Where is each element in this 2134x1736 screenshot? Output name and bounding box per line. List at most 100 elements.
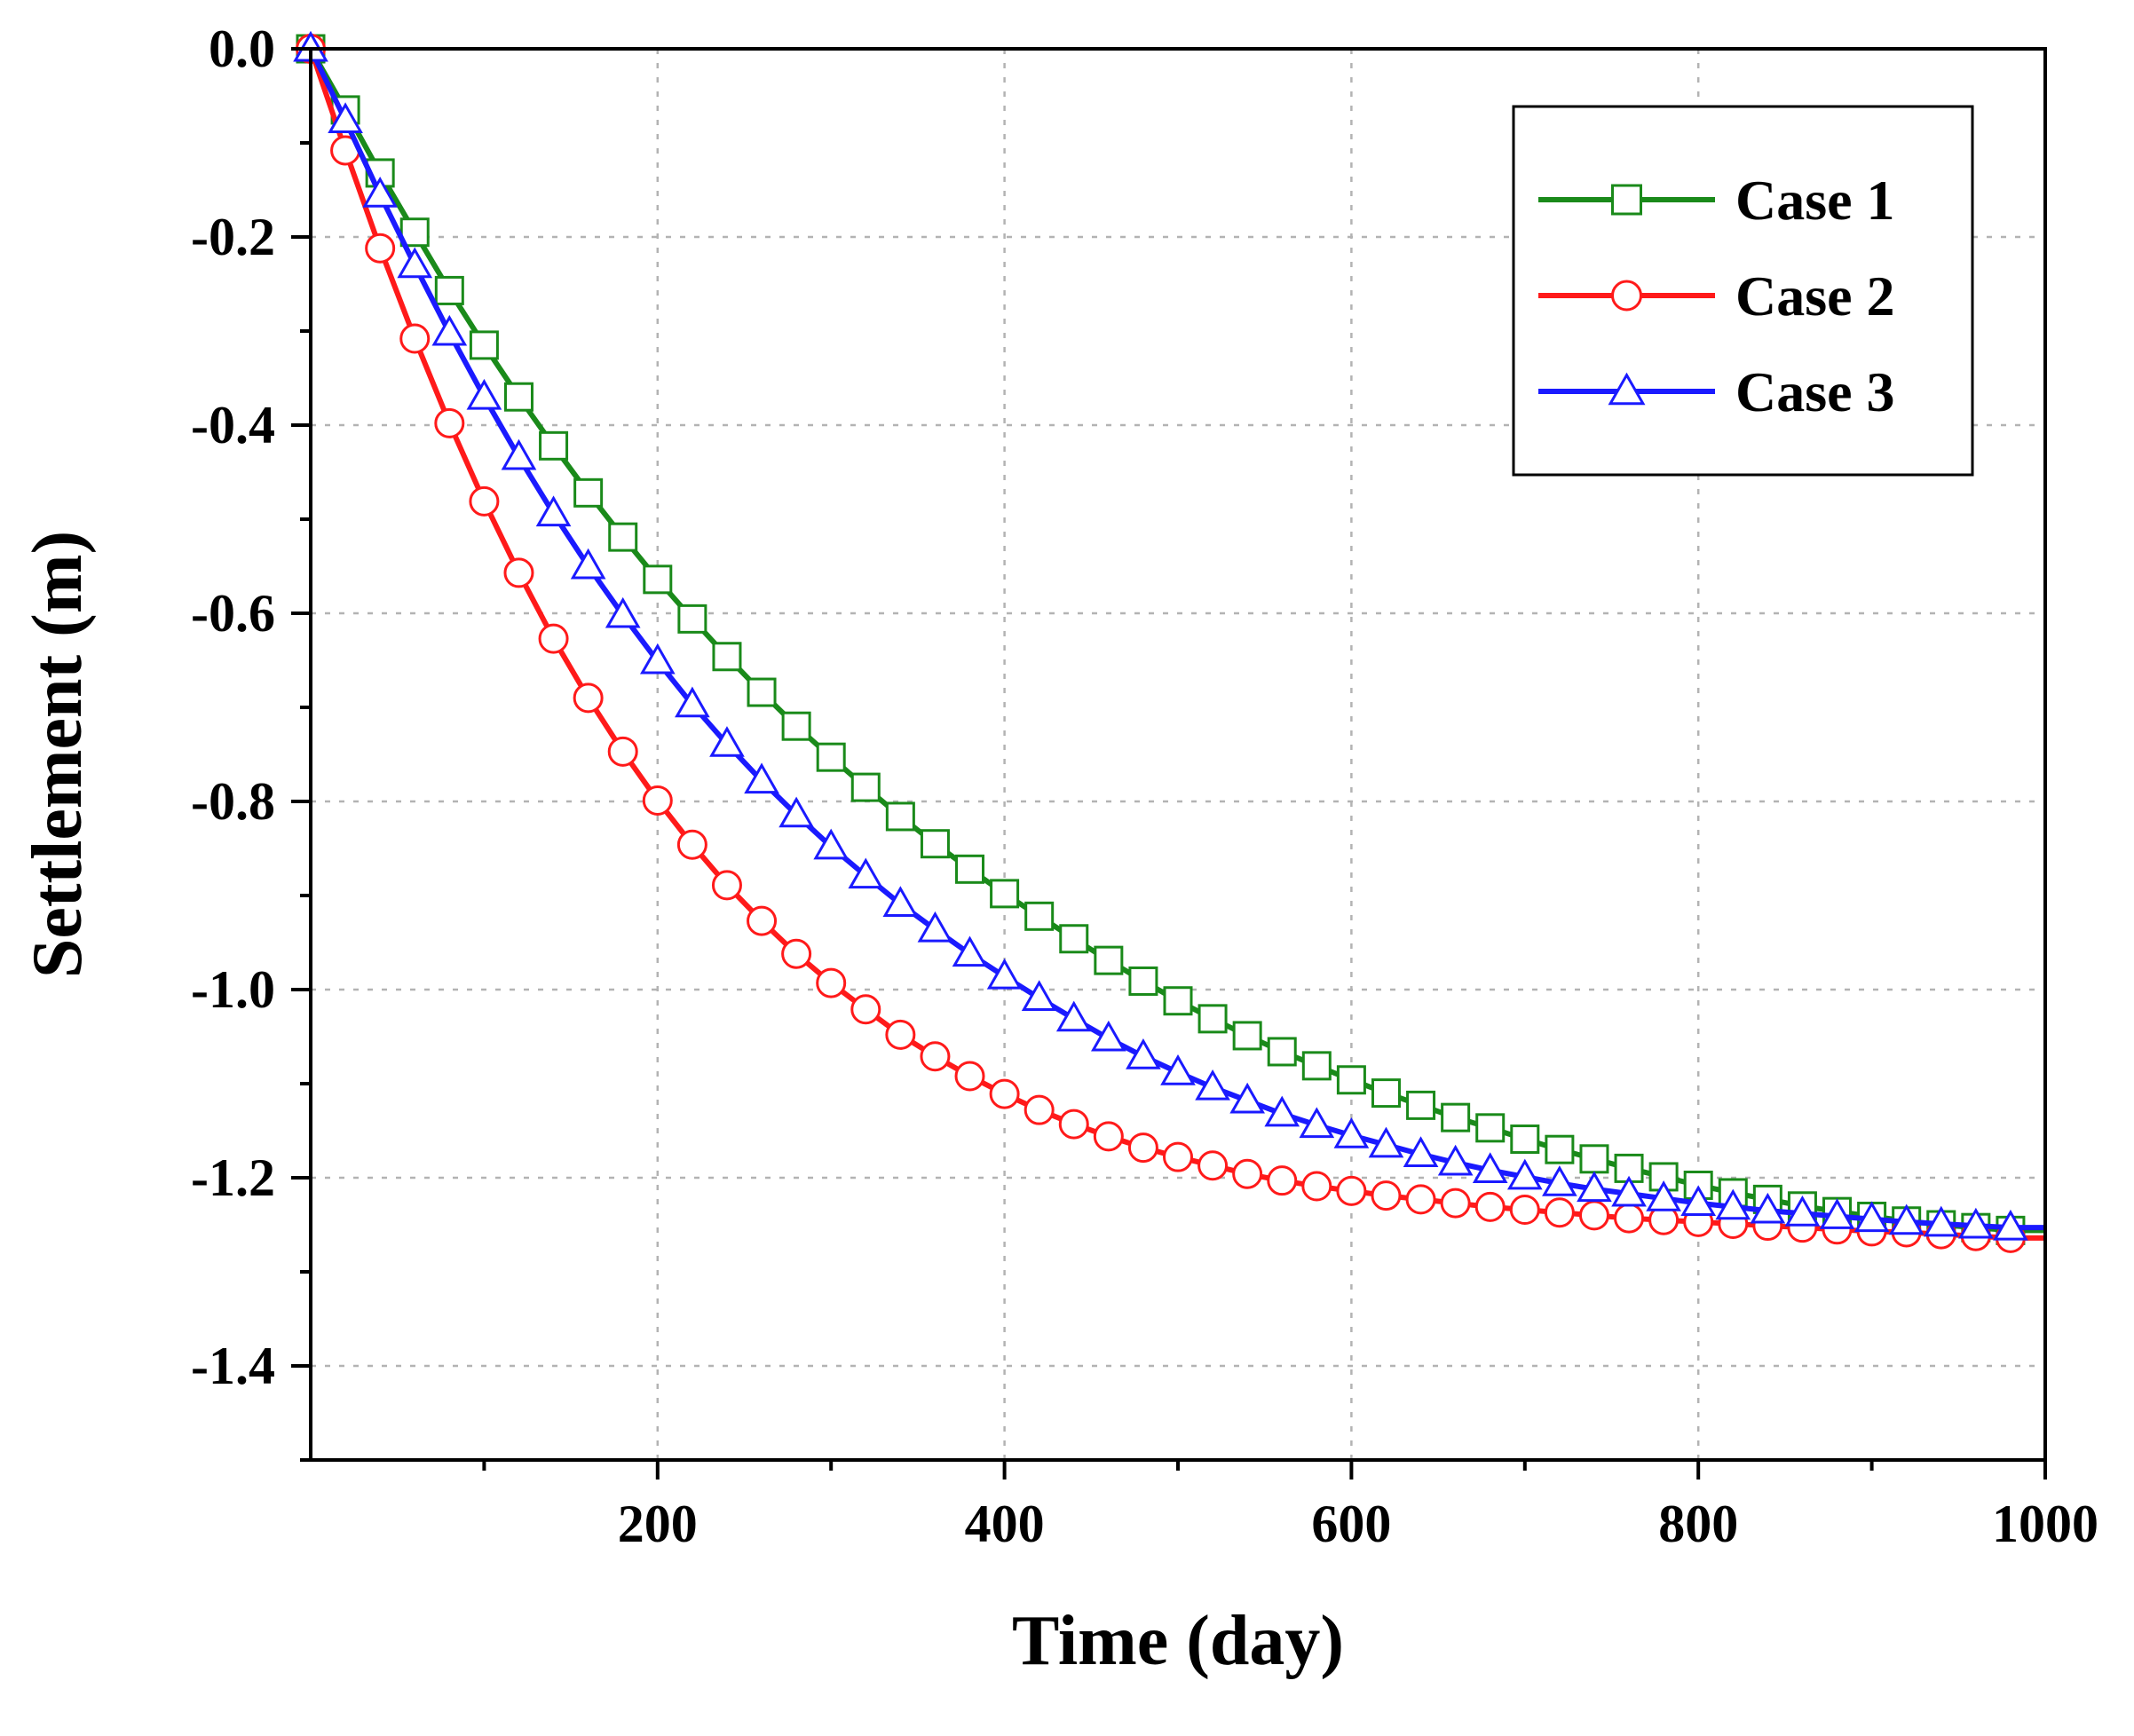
data-point-case-2 [711, 870, 742, 901]
data-point-case-1 [1267, 1037, 1297, 1067]
series-layer [293, 30, 2045, 1253]
data-point-case-2 [781, 938, 812, 969]
data-point-case-1 [1301, 1051, 1332, 1081]
data-point-case-2 [434, 407, 465, 438]
data-point-case-3 [397, 247, 433, 279]
legend-marker-case-1 [1611, 184, 1642, 216]
data-point-case-3 [362, 177, 398, 208]
data-point-case-3 [1993, 1209, 2028, 1241]
data-point-case-2 [1058, 1109, 1089, 1140]
data-point-case-2 [538, 623, 569, 654]
legend-marker-case-3 [1608, 372, 1646, 406]
data-point-case-2 [1267, 1165, 1298, 1196]
data-point-case-1 [850, 772, 881, 802]
data-point-case-2 [503, 557, 534, 588]
data-point-case-1 [1232, 1021, 1262, 1051]
data-point-case-1 [712, 642, 742, 672]
series-case-1 [296, 34, 2045, 1245]
legend-marker-case-2 [1611, 280, 1642, 312]
data-point-case-3 [917, 911, 953, 943]
data-point-case-3 [1021, 980, 1057, 1011]
data-point-case-3 [639, 643, 676, 675]
data-point-case-2 [885, 1019, 916, 1050]
series-case-3 [293, 30, 2045, 1241]
data-point-case-1 [1128, 966, 1158, 996]
data-point-case-2 [1440, 1188, 1471, 1219]
data-point-case-3 [1819, 1198, 1855, 1229]
data-point-case-1 [990, 879, 1020, 909]
data-point-case-2 [850, 994, 881, 1025]
x-tick-label: 200 [618, 1495, 698, 1553]
data-point-case-3 [813, 828, 850, 860]
data-point-case-3 [1958, 1207, 1994, 1239]
legend-label-case-2: Case 2 [1735, 264, 1895, 327]
data-point-case-3 [466, 378, 502, 410]
data-point-case-1 [573, 477, 604, 508]
data-point-case-1 [1163, 986, 1193, 1016]
data-point-case-2 [1474, 1191, 1506, 1222]
data-point-case-3 [1577, 1171, 1612, 1203]
data-point-case-1 [677, 604, 707, 634]
data-point-case-1 [1197, 1004, 1228, 1034]
data-point-case-2 [1544, 1197, 1575, 1228]
y-tick-label: -0.2 [191, 208, 275, 266]
data-point-case-2 [1509, 1195, 1540, 1226]
data-point-case-1 [539, 430, 569, 461]
data-point-case-2 [1336, 1175, 1367, 1206]
legend-label-case-1: Case 1 [1735, 169, 1895, 232]
data-point-case-1 [1024, 901, 1055, 931]
data-point-case-2 [954, 1061, 985, 1092]
data-point-case-2 [573, 683, 604, 714]
data-point-case-1 [1441, 1102, 1471, 1132]
data-point-case-3 [848, 857, 884, 889]
data-point-case-3 [1299, 1107, 1335, 1139]
data-point-case-3 [1264, 1095, 1300, 1127]
y-tick-label: -1.0 [191, 960, 275, 1019]
data-point-case-3 [1195, 1069, 1230, 1101]
data-point-case-3 [1333, 1117, 1370, 1148]
data-point-case-2 [920, 1041, 951, 1072]
data-point-case-1 [1475, 1113, 1506, 1143]
data-point-case-3 [1229, 1082, 1265, 1114]
data-point-case-2 [399, 323, 431, 354]
x-tick-label: 800 [1658, 1495, 1738, 1553]
data-point-case-3 [1437, 1144, 1474, 1176]
x-tick-label: 400 [965, 1495, 1045, 1553]
legend-label-case-3: Case 3 [1735, 360, 1895, 423]
data-point-case-3 [501, 438, 537, 470]
data-point-case-3 [328, 102, 363, 133]
data-point-case-1 [781, 711, 811, 741]
data-point-case-2 [365, 233, 396, 264]
data-point-case-1 [1059, 924, 1089, 954]
x-axis-title: Time (day) [1012, 1602, 1344, 1680]
data-point-case-1 [1371, 1078, 1401, 1109]
data-point-case-3 [1611, 1175, 1647, 1207]
data-point-case-2 [816, 967, 847, 998]
data-point-case-3 [779, 796, 814, 828]
data-point-case-2 [1614, 1203, 1645, 1234]
data-point-case-3 [1888, 1203, 1925, 1235]
data-point-case-3 [431, 314, 468, 346]
data-point-case-3 [1055, 1000, 1092, 1032]
data-point-case-3 [1923, 1205, 1959, 1237]
data-point-case-1 [469, 330, 499, 360]
data-point-case-1 [920, 829, 950, 859]
data-point-case-2 [1093, 1121, 1124, 1152]
data-point-case-1 [1406, 1090, 1436, 1120]
x-tick-label: 1000 [1992, 1495, 2098, 1553]
data-point-case-2 [607, 736, 638, 767]
data-point-case-1 [955, 854, 985, 884]
data-point-case-2 [469, 485, 500, 517]
y-tick-label: -0.4 [191, 396, 275, 454]
data-point-case-3 [744, 762, 779, 794]
data-point-case-3 [1853, 1201, 1890, 1233]
data-point-case-3 [1126, 1038, 1161, 1069]
data-point-case-1 [1094, 945, 1124, 975]
y-tick-label: 0.0 [209, 20, 275, 78]
data-point-case-1 [1545, 1134, 1575, 1164]
data-point-case-3 [1160, 1054, 1196, 1085]
data-point-case-1 [1579, 1144, 1609, 1174]
data-point-case-1 [643, 564, 673, 595]
data-point-case-2 [1578, 1200, 1609, 1231]
